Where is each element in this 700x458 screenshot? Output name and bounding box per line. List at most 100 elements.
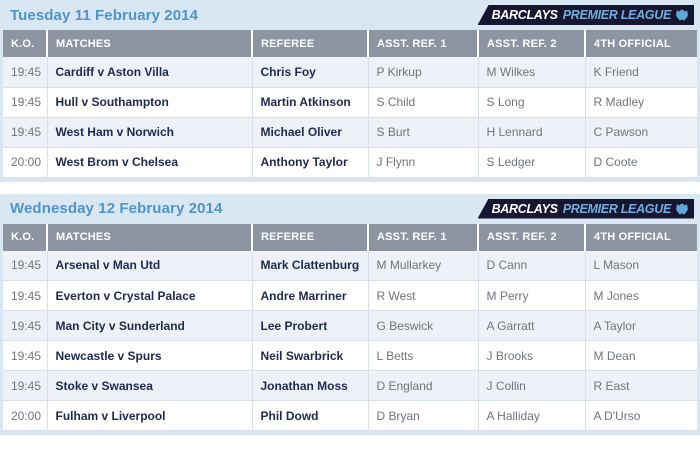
- kickoff-time: 19:45: [3, 87, 47, 118]
- assistant-ref-1: G Beswick: [367, 310, 478, 341]
- referee-name: Andre Marriner: [251, 280, 368, 311]
- match-name: West Ham v Norwich: [46, 117, 252, 148]
- match-name: West Brom v Chelsea: [46, 147, 252, 178]
- assistant-ref-1: S Burt: [367, 117, 478, 148]
- fourth-official: R Madley: [584, 87, 697, 118]
- kickoff-time: 19:45: [3, 280, 47, 311]
- fourth-official: R East: [584, 370, 697, 401]
- assistant-ref-1: D England: [367, 370, 478, 401]
- fixture-row: 19:45 Everton v Crystal Palace Andre Marri…: [3, 280, 697, 311]
- assistant-ref-2: H Lennard: [477, 117, 585, 148]
- match-name: Everton v Crystal Palace: [46, 280, 252, 311]
- referee-name: Neil Swarbrick: [251, 340, 368, 371]
- match-name: Man City v Sunderland: [46, 310, 252, 341]
- assistant-ref-1: P Kirkup: [367, 57, 478, 88]
- kickoff-time: 19:45: [3, 310, 47, 341]
- kickoff-time: 19:45: [3, 250, 47, 281]
- kickoff-time: 19:45: [3, 340, 47, 371]
- column-header: MATCHES: [46, 223, 252, 251]
- column-header: REFEREE: [251, 30, 368, 57]
- fixtures-root: Tuesday 11 February 2014 BARCLAYS PREMIER …: [0, 0, 700, 435]
- column-header: REFEREE: [251, 223, 368, 251]
- match-name: Newcastle v Spurs: [46, 340, 252, 371]
- column-header: 4TH OFFICIAL: [584, 30, 697, 57]
- referee-name: Jonathan Moss: [251, 370, 368, 401]
- assistant-ref-2: A Halliday: [477, 400, 585, 431]
- assistant-ref-2: S Ledger: [477, 147, 585, 178]
- match-name: Cardiff v Aston Villa: [46, 57, 252, 88]
- fourth-official: C Pawson: [584, 117, 697, 148]
- assistant-ref-1: R West: [367, 280, 478, 311]
- column-header: ASST. REF. 1: [367, 30, 478, 57]
- referee-name: Phil Dowd: [251, 400, 368, 431]
- column-header: 4TH OFFICIAL: [584, 223, 697, 251]
- match-name: Arsenal v Man Utd: [46, 250, 252, 281]
- assistant-ref-2: J Collin: [477, 370, 585, 401]
- assistant-ref-2: D Cann: [477, 250, 585, 281]
- column-header: K.O.: [3, 30, 47, 57]
- fixtures-table-wrap: K.O. MATCHES REFEREE ASST. REF. 1 ASST. REF.…: [0, 30, 700, 182]
- assistant-ref-2: M Perry: [477, 280, 585, 311]
- section-title-bar: Tuesday 11 February 2014 BARCLAYS PREMIER …: [0, 0, 700, 30]
- logo-text-barclays: BARCLAYS: [491, 201, 558, 216]
- fourth-official: A D'Urso: [584, 400, 697, 431]
- referee-name: Mark Clattenburg: [251, 250, 368, 281]
- fixture-row: 19:45 Cardiff v Aston Villa Chris Foy P Kir…: [3, 57, 697, 88]
- column-header: MATCHES: [46, 30, 252, 57]
- lion-crest-icon: [675, 202, 689, 216]
- day-fixtures-section: Tuesday 11 February 2014 BARCLAYS PREMIER …: [0, 0, 700, 182]
- fixture-row: 19:45 Stoke v Swansea Jonathan Moss D Engla…: [3, 370, 697, 401]
- fourth-official: M Dean: [584, 340, 697, 371]
- fourth-official: K Friend: [584, 57, 697, 88]
- kickoff-time: 19:45: [3, 370, 47, 401]
- referee-name: Lee Probert: [251, 310, 368, 341]
- referee-name: Martin Atkinson: [251, 87, 368, 118]
- premier-league-logo: BARCLAYS PREMIER LEAGUE: [477, 5, 694, 25]
- fourth-official: D Coote: [584, 147, 697, 178]
- logo-text-premier-league: PREMIER LEAGUE: [562, 8, 672, 22]
- column-header-row: K.O. MATCHES REFEREE ASST. REF. 1 ASST. REF.…: [3, 30, 697, 57]
- match-name: Stoke v Swansea: [46, 370, 252, 401]
- assistant-ref-2: S Long: [477, 87, 585, 118]
- match-name: Fulham v Liverpool: [46, 400, 252, 431]
- fixture-row: 19:45 West Ham v Norwich Michael Oliver S B…: [3, 117, 697, 148]
- premier-league-logo: BARCLAYS PREMIER LEAGUE: [477, 198, 694, 219]
- match-name: Hull v Southampton: [46, 87, 252, 118]
- assistant-ref-2: M Wilkes: [477, 57, 585, 88]
- referee-name: Michael Oliver: [251, 117, 368, 148]
- logo-text-premier-league: PREMIER LEAGUE: [562, 201, 672, 216]
- column-header-row: K.O. MATCHES REFEREE ASST. REF. 1 ASST. REF.…: [3, 223, 697, 251]
- logo-text-barclays: BARCLAYS: [491, 8, 558, 22]
- fixtures-table: K.O. MATCHES REFEREE ASST. REF. 1 ASST. REF.…: [3, 223, 697, 431]
- kickoff-time: 19:45: [3, 57, 47, 88]
- assistant-ref-1: D Bryan: [367, 400, 478, 431]
- fourth-official: M Jones: [584, 280, 697, 311]
- fourth-official: L Mason: [584, 250, 697, 281]
- date-title: Tuesday 11 February 2014: [10, 6, 199, 24]
- fourth-official: A Taylor: [584, 310, 697, 341]
- assistant-ref-2: J Brooks: [477, 340, 585, 371]
- fixtures-table-wrap: K.O. MATCHES REFEREE ASST. REF. 1 ASST. REF.…: [0, 223, 700, 436]
- lion-crest-icon: [675, 8, 689, 22]
- kickoff-time: 20:00: [3, 400, 47, 431]
- column-header: ASST. REF. 2: [477, 30, 585, 57]
- date-title: Wednesday 12 February 2014: [10, 200, 223, 217]
- assistant-ref-1: S Child: [367, 87, 478, 118]
- fixture-row: 19:45 Arsenal v Man Utd Mark Clattenburg M …: [3, 250, 697, 281]
- fixture-row: 20:00 Fulham v Liverpool Phil Dowd D Bryan A…: [3, 400, 697, 431]
- assistant-ref-1: L Betts: [367, 340, 478, 371]
- fixture-row: 19:45 Hull v Southampton Martin Atkinson S …: [3, 87, 697, 118]
- column-header: ASST. REF. 2: [477, 223, 585, 251]
- column-header: K.O.: [3, 223, 47, 251]
- referee-name: Anthony Taylor: [251, 147, 368, 178]
- kickoff-time: 19:45: [3, 117, 47, 148]
- referee-name: Chris Foy: [251, 57, 368, 88]
- fixture-row: 19:45 Man City v Sunderland Lee Probert G B…: [3, 310, 697, 341]
- fixture-row: 20:00 West Brom v Chelsea Anthony Taylor J …: [3, 147, 697, 178]
- column-header: ASST. REF. 1: [367, 223, 478, 251]
- assistant-ref-1: J Flynn: [367, 147, 478, 178]
- fixtures-table: K.O. MATCHES REFEREE ASST. REF. 1 ASST. REF.…: [3, 30, 697, 178]
- day-fixtures-section: Wednesday 12 February 2014 BARCLAYS PREMIE…: [0, 193, 700, 436]
- section-title-bar: Wednesday 12 February 2014 BARCLAYS PREMIE…: [0, 194, 700, 224]
- fixture-row: 19:45 Newcastle v Spurs Neil Swarbrick L Be…: [3, 340, 697, 371]
